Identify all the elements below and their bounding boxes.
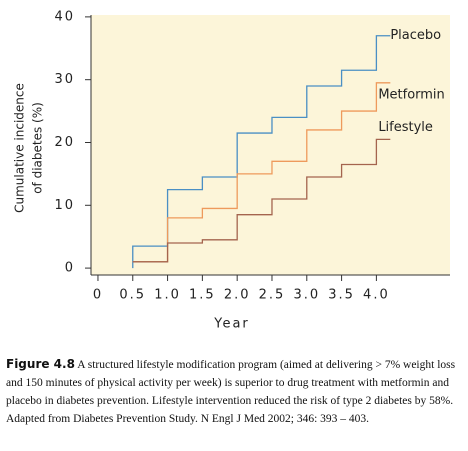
x-tick-label: 2.0 <box>224 288 251 303</box>
x-tick-label: 2.5 <box>259 288 286 303</box>
x-tick-label: 3.5 <box>328 288 355 303</box>
y-tick-label: 30 <box>54 72 75 87</box>
x-tick-label: 1.5 <box>189 288 216 303</box>
x-tick-label: 4.0 <box>363 288 390 303</box>
x-tick-label: 0.5 <box>119 288 146 303</box>
y-axis-label: Cumulative incidence <box>13 83 27 213</box>
series-label: Placebo <box>390 28 441 43</box>
caption: Figure 4.8 A structured lifestyle modifi… <box>6 355 462 428</box>
series-label: Metformin <box>378 87 444 102</box>
x-tick-label: 1.0 <box>154 288 181 303</box>
x-axis-label: Year <box>213 317 250 332</box>
plot-background <box>91 15 450 275</box>
caption-label: Figure 4.8 <box>6 357 75 371</box>
y-tick-label: 20 <box>54 135 75 150</box>
x-tick-label: 3.0 <box>293 288 320 303</box>
y-tick-label: 10 <box>54 198 75 213</box>
y-axis-label: of diabetes (%) <box>31 102 45 194</box>
y-tick-label: 40 <box>54 9 75 24</box>
x-tick-label: 0 <box>93 288 103 303</box>
step-line <box>132 138 391 263</box>
chart: Year Cumulative incidence of diabetes (%… <box>13 9 450 332</box>
step-line <box>132 35 391 269</box>
y-tick-label: 0 <box>65 261 75 276</box>
caption-text: A structured lifestyle modification prog… <box>6 359 456 425</box>
series-label: Lifestyle <box>378 120 433 135</box>
step-line <box>132 82 391 263</box>
